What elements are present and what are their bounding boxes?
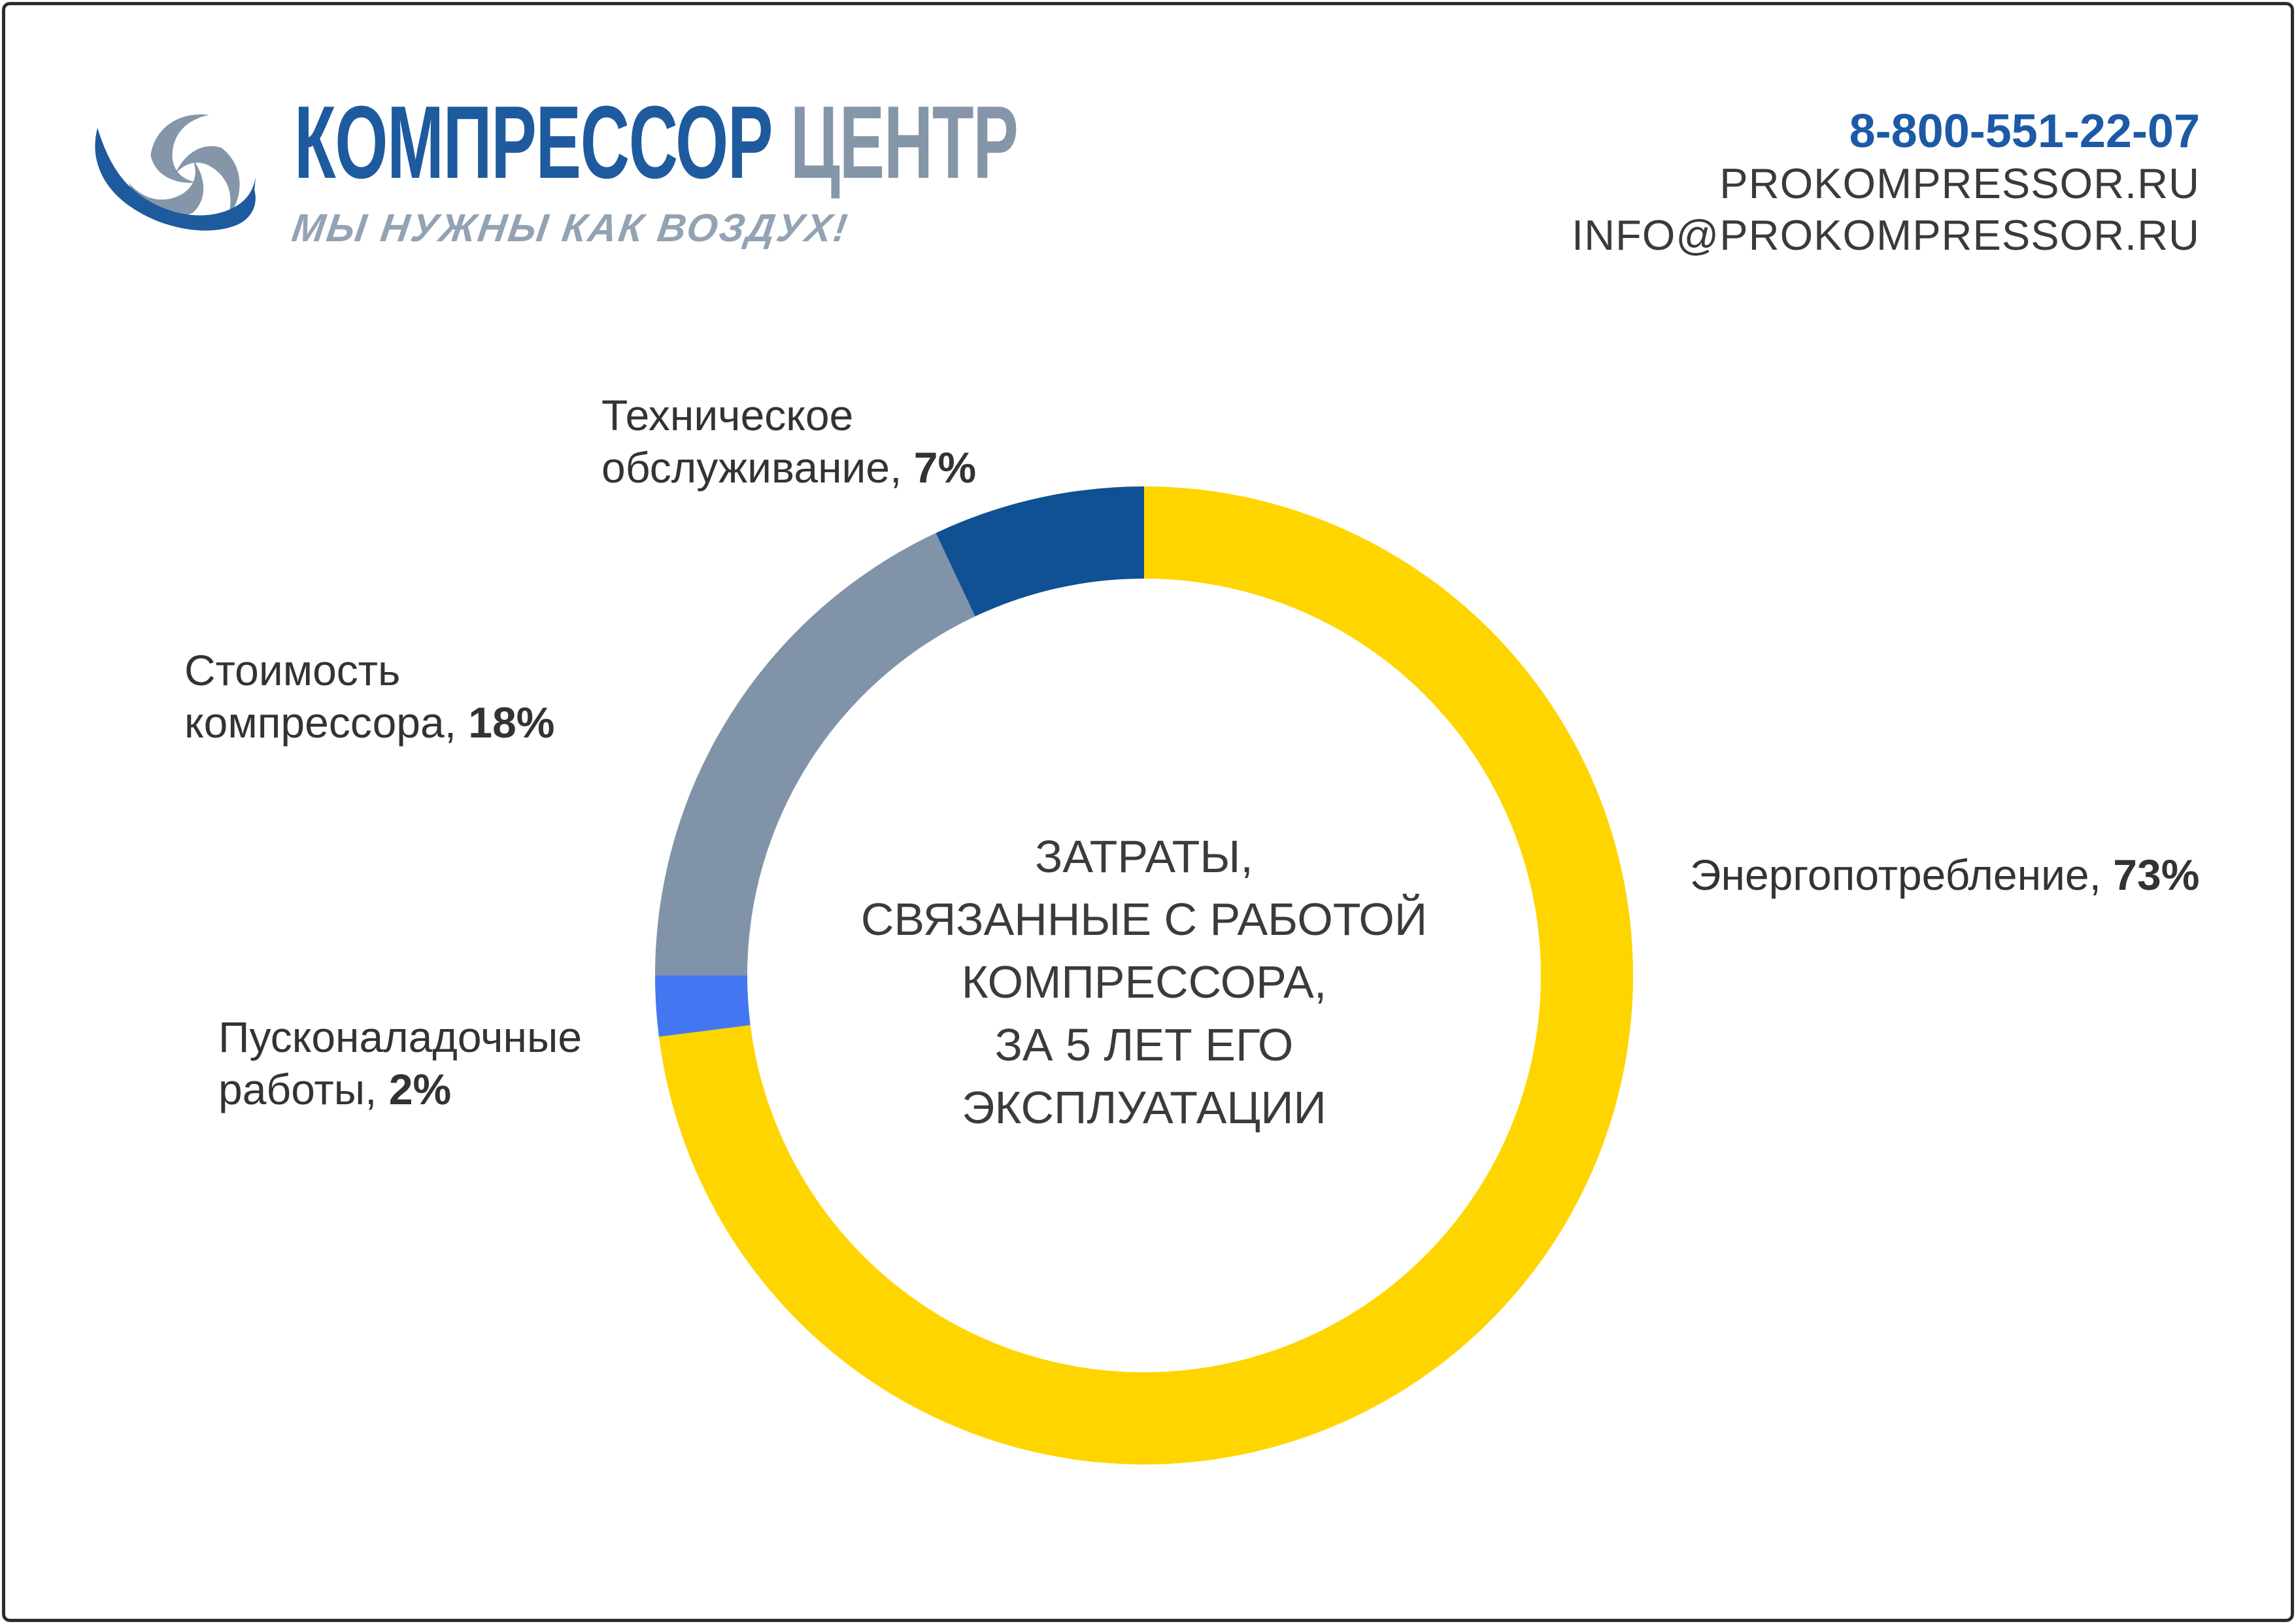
slice-label-commissioning: Пусконаладочные работы, 2%: [218, 1011, 582, 1115]
slice-label-compressor-cost: Стоимость компрессора, 18%: [184, 644, 555, 749]
brand-word-kompressor: КОМПРЕССОР: [294, 85, 773, 200]
slice-label-value: 18%: [468, 698, 555, 747]
donut-slice-compressor-cost: [655, 533, 975, 975]
slice-label-value: 73%: [2113, 851, 2200, 899]
chart-title-line: ЭКСПЛУАТАЦИИ: [962, 1082, 1326, 1133]
chart-title-line: ЗАТРАТЫ,: [1035, 831, 1253, 882]
slice-label-text: работы,: [218, 1065, 377, 1113]
contact-block: 8-800-551-22-07 PROKOMPRESSOR.RU INFO@PR…: [1572, 107, 2200, 259]
chart-title-line: СВЯЗАННЫЕ С РАБОТОЙ: [860, 894, 1428, 945]
chart-title-line: КОМПРЕССОРА,: [961, 956, 1327, 1007]
brand-word-centr: ЦЕНТР: [790, 85, 1019, 200]
chart-title-line: ЗА 5 ЛЕТ ЕГО: [994, 1019, 1294, 1070]
slice-label-value: 2%: [388, 1065, 452, 1113]
slice-label-energy: Энергопотребление, 73%: [1690, 849, 2199, 901]
slice-label-text: Стоимость: [184, 646, 401, 694]
donut-slice-commissioning: [655, 975, 751, 1037]
brand-wordmark: КОМПРЕССОР ЦЕНТР: [294, 91, 1019, 194]
chart-center-title: ЗАТРАТЫ, СВЯЗАННЫЕ С РАБОТОЙ КОМПРЕССОРА…: [752, 825, 1536, 1139]
donut-slice-maintenance: [936, 486, 1144, 617]
slice-label-text: Пусконаладочные: [218, 1013, 582, 1061]
company-logo-icon: [95, 114, 256, 231]
slice-label-text: Техническое: [601, 391, 854, 439]
phone-number[interactable]: 8-800-551-22-07: [1849, 105, 2200, 158]
slice-label-text: компрессора,: [184, 698, 457, 747]
email-address[interactable]: INFO@PROKOMPRESSOR.RU: [1572, 211, 2200, 259]
website-url[interactable]: PROKOMPRESSOR.RU: [1719, 160, 2200, 207]
logo-orbit-ring: [95, 127, 256, 231]
slice-label-value: 7%: [913, 443, 977, 492]
slice-label-text: Энергопотребление,: [1690, 851, 2101, 899]
slice-label-text: обслуживание,: [601, 443, 902, 492]
slice-label-maintenance: Техническое обслуживание, 7%: [601, 389, 976, 494]
